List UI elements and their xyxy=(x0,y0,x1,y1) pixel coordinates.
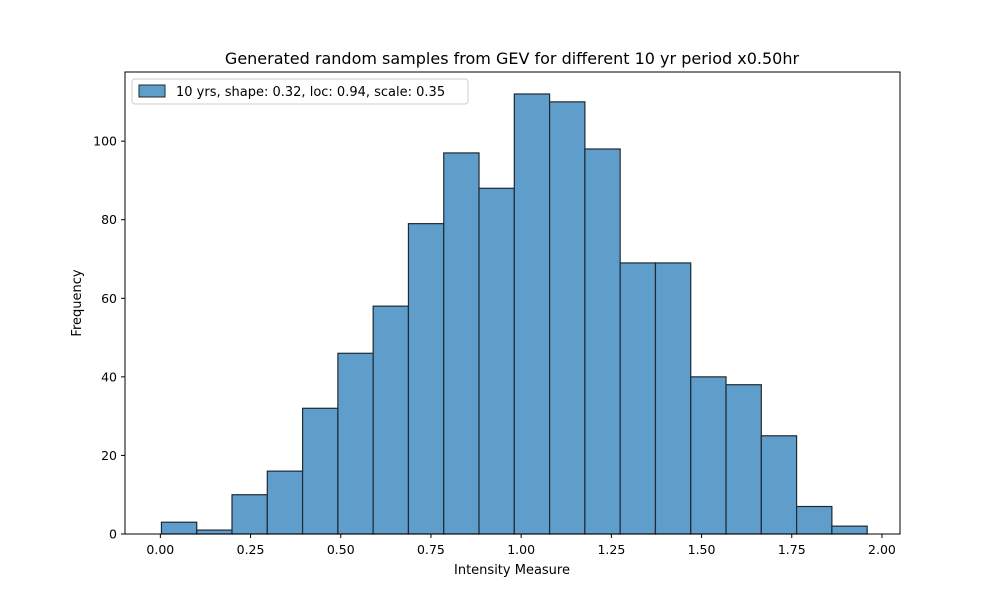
histogram-bar xyxy=(619,262,657,535)
legend-label: 10 yrs, shape: 0.32, loc: 0.94, scale: 0… xyxy=(176,85,445,100)
histogram-bar xyxy=(831,525,868,535)
histogram-bar xyxy=(725,384,762,535)
histogram-bar xyxy=(690,376,727,535)
histogram-bar xyxy=(584,148,621,535)
histogram-bar xyxy=(760,435,798,535)
x-tick-label: 0.75 xyxy=(417,542,445,557)
x-tick-label: 0.00 xyxy=(146,542,174,557)
histogram-bar xyxy=(266,470,304,535)
histogram-bar xyxy=(196,529,233,535)
x-tick-label: 0.50 xyxy=(327,542,355,557)
plot-frame xyxy=(124,71,901,535)
x-tick-label: 1.50 xyxy=(688,542,716,557)
y-tick-label: 40 xyxy=(101,369,117,384)
y-tick-label: 100 xyxy=(93,134,117,149)
histogram-bar xyxy=(548,101,586,535)
histogram-bar xyxy=(301,407,339,535)
y-axis-label: Frequency xyxy=(70,269,85,336)
histogram-bar xyxy=(407,223,445,535)
histogram-bar xyxy=(231,494,268,535)
y-tick-label: 60 xyxy=(101,291,117,306)
x-tick-label: 0.25 xyxy=(237,542,265,557)
x-axis-ticks: 0.00 0.25 0.50 0.75 1.00 1.25 1.50 1.75 2.00 xyxy=(146,534,896,557)
bars-group xyxy=(160,93,868,535)
histogram-bar xyxy=(795,505,833,535)
x-tick-label: 2.00 xyxy=(868,542,896,557)
x-tick-label: 1.00 xyxy=(507,542,535,557)
histogram-bar xyxy=(443,152,480,535)
histogram-bar xyxy=(654,262,692,535)
y-tick-label: 80 xyxy=(101,212,117,227)
legend: 10 yrs, shape: 0.32, loc: 0.94, scale: 0… xyxy=(131,78,469,105)
x-axis-label: Intensity Measure xyxy=(454,563,570,578)
histogram-bar xyxy=(372,305,410,535)
histogram-bar xyxy=(478,187,515,535)
y-tick-label: 0 xyxy=(109,527,117,542)
legend-swatch xyxy=(138,84,166,98)
histogram-bar xyxy=(160,521,198,535)
histogram-bar xyxy=(513,93,551,535)
x-tick-label: 1.25 xyxy=(597,542,625,557)
x-tick-label: 1.75 xyxy=(778,542,806,557)
y-axis-ticks: 0 20 40 60 80 100 xyxy=(93,134,125,542)
chart-title: Generated random samples from GEV for di… xyxy=(225,49,800,68)
histogram-bar xyxy=(337,352,374,535)
legend-box xyxy=(131,78,469,105)
y-tick-label: 20 xyxy=(101,448,117,463)
